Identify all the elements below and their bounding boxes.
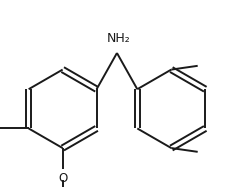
Text: O: O (58, 172, 67, 185)
Text: NH₂: NH₂ (107, 32, 130, 46)
